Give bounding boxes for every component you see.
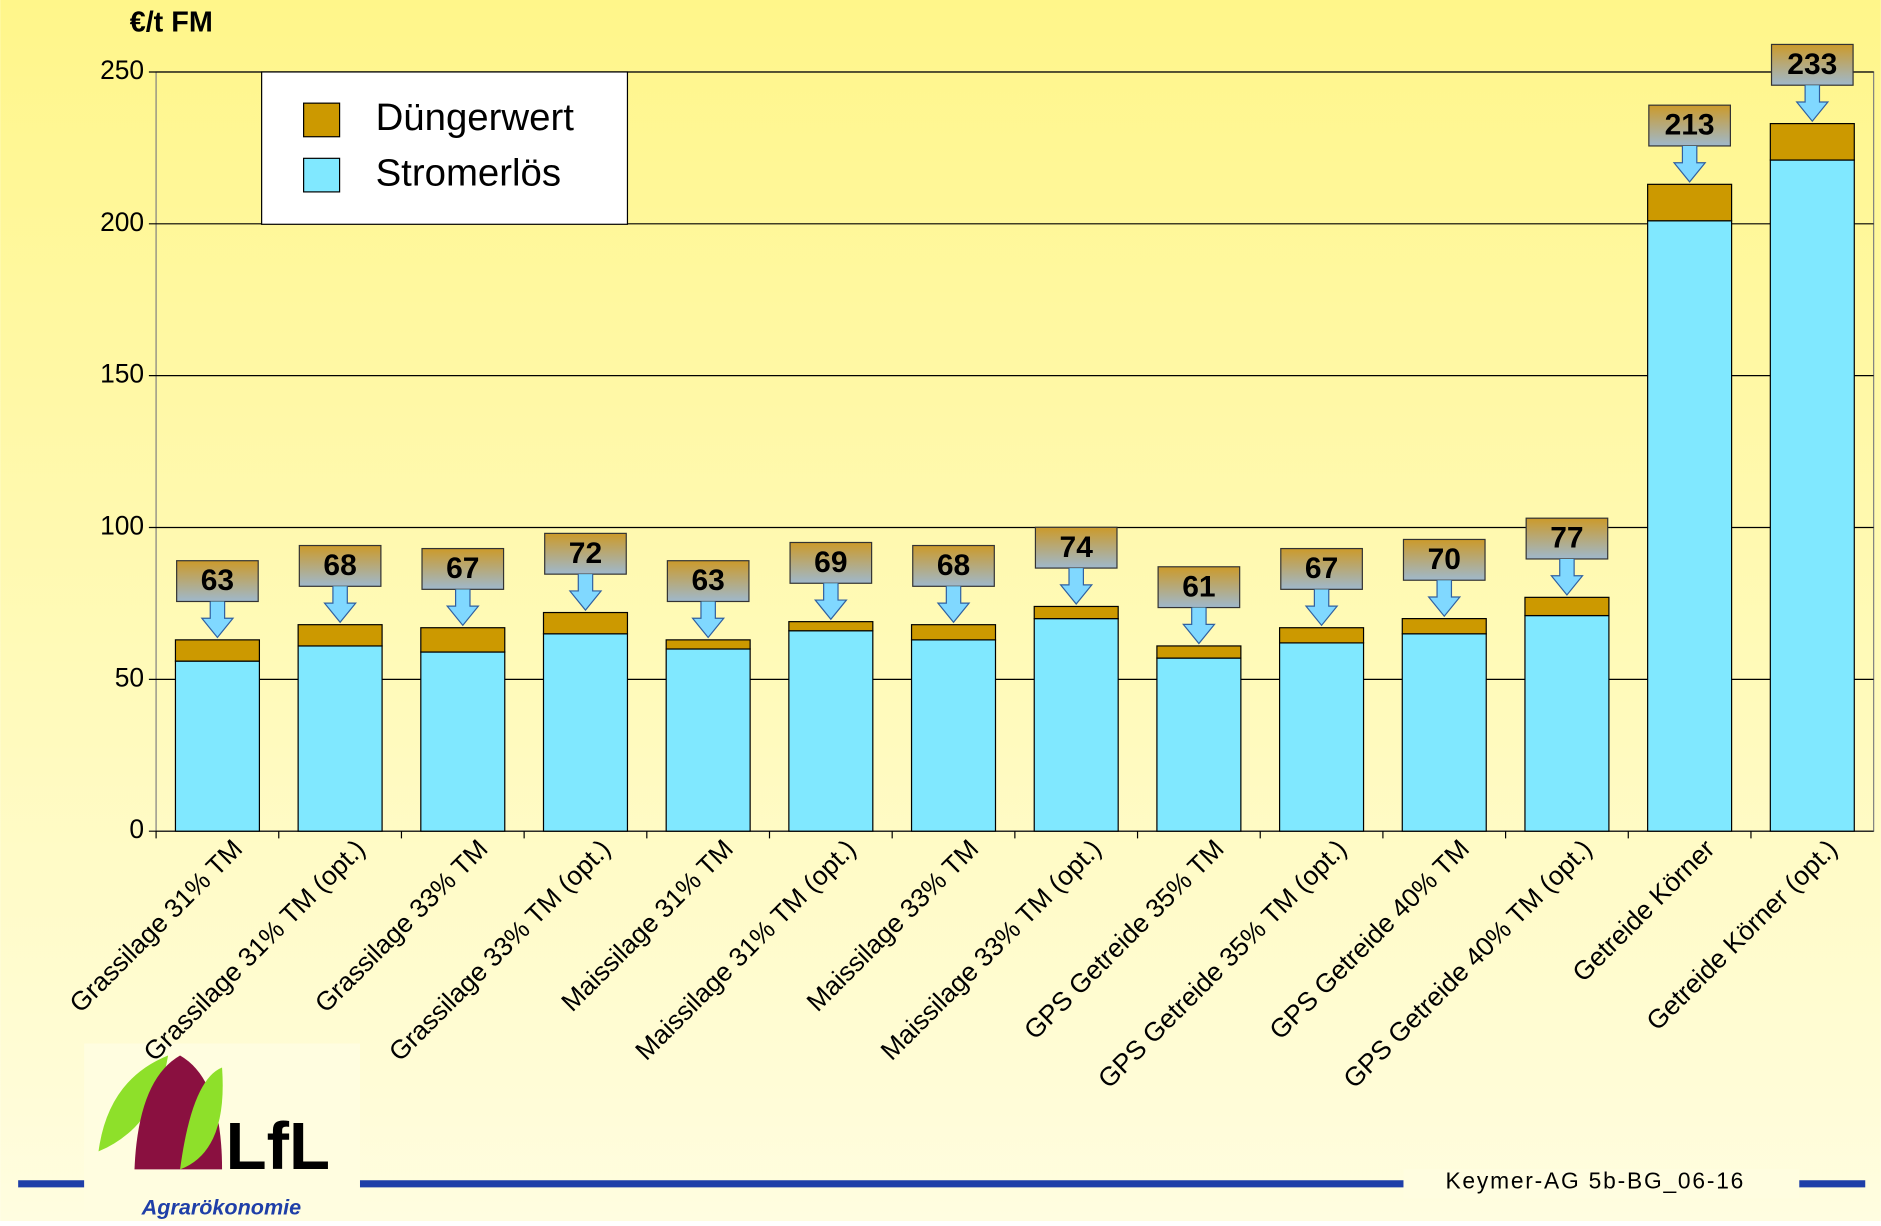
callout-box bbox=[666, 560, 750, 603]
callout-box bbox=[298, 544, 382, 587]
callout-arrow bbox=[813, 583, 848, 621]
callout-arrow bbox=[323, 586, 357, 624]
bar-segment bbox=[665, 648, 751, 832]
bar-segment bbox=[1401, 618, 1487, 635]
y-tick-label: 100 bbox=[100, 510, 144, 540]
callout-arrow bbox=[936, 586, 971, 624]
callout-arrow bbox=[445, 589, 480, 627]
bar-segment bbox=[1647, 220, 1733, 832]
bar-segment bbox=[1278, 642, 1365, 832]
callout-arrow bbox=[691, 601, 726, 639]
total-label: 61 bbox=[1182, 570, 1215, 603]
total-label: 74 bbox=[1060, 531, 1094, 564]
y-tick-label: 250 bbox=[100, 55, 144, 85]
legend-label: Stromerlös bbox=[376, 151, 562, 194]
bar-segment bbox=[788, 630, 874, 832]
bar-segment bbox=[665, 639, 751, 650]
callout-box bbox=[1525, 517, 1609, 560]
callout-box bbox=[1648, 104, 1731, 147]
bar-segment bbox=[788, 621, 874, 632]
callout-box bbox=[176, 560, 259, 603]
total-label: 77 bbox=[1550, 522, 1583, 555]
bar-segment bbox=[542, 633, 629, 832]
legend: Düngerwert Stromerlös bbox=[261, 71, 629, 225]
legend-swatch bbox=[303, 157, 341, 193]
logo-leaf bbox=[98, 1055, 169, 1152]
logo-subtitle: Agrarökonomie bbox=[141, 1195, 301, 1220]
bar-segment bbox=[1033, 618, 1119, 832]
y-tick-label: 200 bbox=[100, 207, 144, 237]
total-label: 69 bbox=[814, 546, 847, 579]
total-label: 68 bbox=[323, 549, 356, 582]
callout-box bbox=[912, 544, 995, 587]
bar-segment bbox=[174, 639, 261, 662]
bar-segment bbox=[1401, 633, 1487, 832]
callout-box bbox=[1034, 526, 1118, 569]
callout-arrow bbox=[568, 574, 603, 612]
total-label: 67 bbox=[1305, 552, 1338, 585]
bar-segment bbox=[420, 627, 506, 653]
bar-segment bbox=[174, 660, 261, 832]
bar-segment bbox=[1647, 183, 1733, 222]
callout-arrow bbox=[1427, 580, 1462, 618]
bar-segment bbox=[1156, 657, 1242, 832]
y-tick-label: 50 bbox=[115, 662, 144, 692]
y-axis-label: €/t FM bbox=[130, 7, 213, 39]
footer-gap bbox=[1403, 1169, 1800, 1199]
footer-ref: Keymer-AG 5b-BG_06-16 bbox=[1445, 1168, 1745, 1194]
bar-segment bbox=[297, 645, 383, 832]
bar-segment bbox=[910, 639, 997, 832]
callout-box bbox=[1157, 566, 1241, 609]
total-label: 72 bbox=[569, 537, 602, 570]
bar-segment bbox=[1033, 605, 1119, 620]
total-label: 63 bbox=[201, 564, 234, 597]
total-label: 233 bbox=[1787, 48, 1837, 81]
bar-segment bbox=[420, 651, 506, 832]
callout-box bbox=[789, 541, 873, 584]
callout-box bbox=[1280, 547, 1363, 590]
callout-arrow bbox=[1672, 145, 1707, 183]
total-label: 63 bbox=[691, 564, 724, 597]
callout-box bbox=[544, 532, 627, 575]
bar-segment bbox=[1278, 627, 1365, 644]
bar-segment bbox=[1524, 614, 1610, 832]
total-label: 68 bbox=[937, 549, 970, 582]
total-label: 70 bbox=[1428, 543, 1461, 576]
bar-segment bbox=[1524, 596, 1610, 617]
callout-arrow bbox=[1795, 85, 1830, 123]
y-tick-label: 150 bbox=[100, 359, 144, 389]
logo-text: LfL bbox=[226, 1109, 330, 1184]
callout-arrow bbox=[1550, 558, 1584, 596]
legend-box bbox=[261, 71, 629, 225]
total-label: 213 bbox=[1665, 109, 1715, 142]
logo-leaf bbox=[180, 1067, 223, 1170]
callout-box bbox=[1402, 538, 1486, 581]
bar-segment bbox=[910, 624, 997, 641]
legend-label: Düngerwert bbox=[376, 96, 575, 139]
bar-segment bbox=[1769, 122, 1855, 161]
callout-box bbox=[1770, 43, 1854, 86]
bar-segment bbox=[297, 624, 383, 647]
callout-arrow bbox=[1059, 568, 1094, 606]
callout-arrow bbox=[1304, 589, 1339, 627]
y-tick-label: 0 bbox=[129, 814, 144, 844]
total-label: 67 bbox=[446, 552, 479, 585]
bar-segment bbox=[1769, 159, 1855, 832]
callout-arrow bbox=[1182, 607, 1216, 645]
bar-segment bbox=[1156, 645, 1242, 659]
bar-segment bbox=[542, 611, 629, 635]
legend-swatch bbox=[303, 102, 341, 138]
callout-arrow bbox=[200, 601, 235, 639]
